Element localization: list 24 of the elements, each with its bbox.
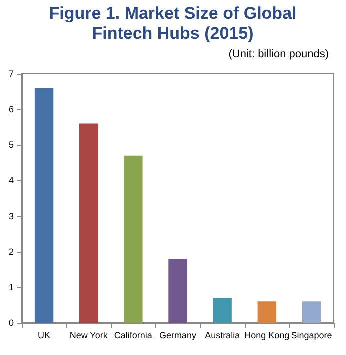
bar bbox=[34, 88, 54, 323]
chart-title: Figure 1. Market Size of Global Fintech Hubs (2015) bbox=[48, 3, 298, 44]
x-tick-label: Hong Kong bbox=[244, 330, 290, 340]
y-tick-label: 0 bbox=[8, 318, 14, 328]
bar bbox=[124, 156, 143, 323]
y-tick-label: 4 bbox=[8, 176, 14, 186]
bar bbox=[79, 124, 98, 323]
y-tick-label: 6 bbox=[8, 104, 14, 115]
bar bbox=[168, 258, 188, 323]
bar bbox=[258, 302, 277, 323]
x-tick-label: Australia bbox=[205, 330, 240, 340]
chart-subtitle: (Unit: billion pounds) bbox=[228, 48, 330, 60]
bar bbox=[302, 302, 322, 323]
bar bbox=[213, 298, 232, 323]
y-tick-label: 1 bbox=[8, 282, 14, 292]
x-tick-label: UK bbox=[38, 330, 51, 340]
y-tick-label: 5 bbox=[8, 140, 14, 150]
x-tick-label: Germany bbox=[159, 330, 198, 340]
x-tick-label: California bbox=[114, 330, 152, 340]
x-tick-label: New York bbox=[70, 330, 108, 340]
y-tick-label: 2 bbox=[8, 246, 14, 257]
y-tick-label: 3 bbox=[8, 211, 14, 222]
x-tick-label: Singapore bbox=[291, 330, 332, 340]
y-tick-label: 7 bbox=[8, 69, 14, 79]
